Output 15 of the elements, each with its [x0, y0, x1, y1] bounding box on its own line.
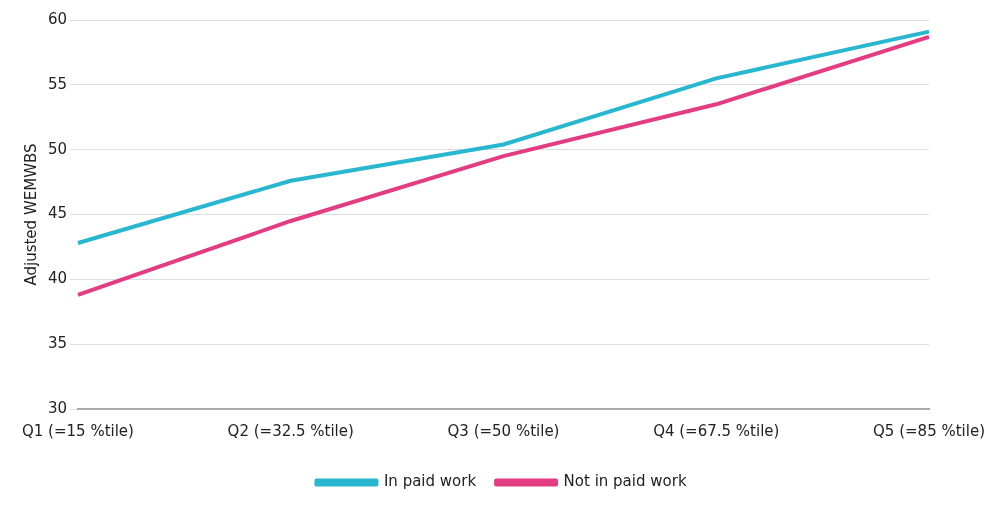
y-tick-label: 45: [47, 204, 67, 223]
legend-label: Not in paid work: [563, 472, 687, 491]
x-tick-label: Q4 (=67.5 %tile): [653, 421, 780, 440]
x-tick-label: Q3 (=50 %tile): [447, 421, 560, 440]
y-tick-label: 55: [47, 74, 67, 93]
y-tick-label: 60: [47, 9, 67, 28]
x-tick-label: Q2 (=32.5 %tile): [227, 421, 354, 440]
y-tick-label: 50: [47, 139, 67, 158]
y-tick-label: 40: [47, 269, 67, 288]
y-tick-label: 30: [47, 398, 67, 417]
x-tick-label: Q1 (=15 %tile): [22, 421, 134, 440]
x-tick-label: Q5 (=85 %tile): [873, 421, 985, 440]
y-axis-title: Adjusted WEMWBS: [21, 143, 40, 286]
legend-label: In paid work: [383, 472, 477, 491]
y-tick-label: 35: [47, 334, 67, 353]
